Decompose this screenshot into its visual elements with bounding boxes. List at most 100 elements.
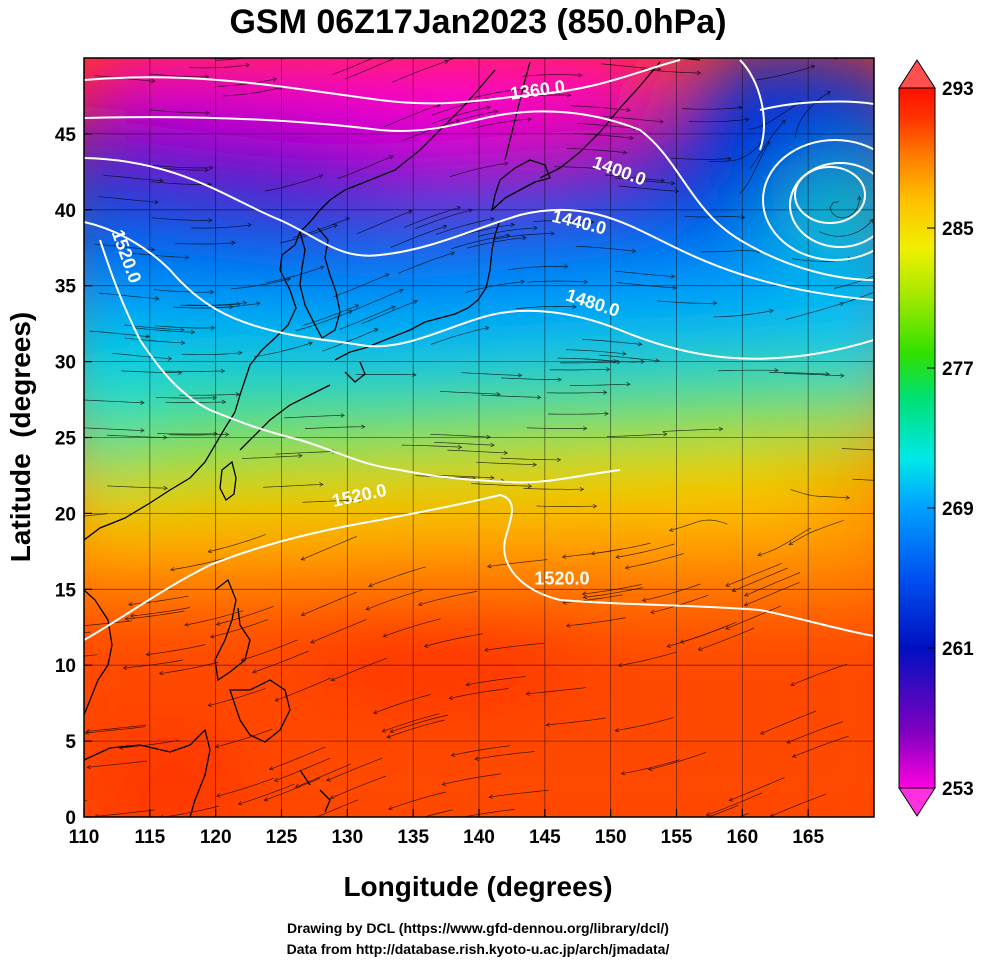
streamline: [449, 162, 508, 178]
streamline-arrowhead: [391, 305, 396, 310]
streamline: [99, 292, 159, 300]
streamline: [566, 617, 626, 627]
streamline-arrowhead: [572, 304, 577, 310]
streamline: [302, 499, 363, 503]
streamline: [829, 196, 860, 219]
colorbar-tick-label: 261: [942, 639, 974, 660]
streamline-arrowhead: [155, 296, 160, 301]
streamline-arrowhead: [537, 395, 542, 400]
streamline: [522, 74, 583, 77]
streamline: [451, 234, 510, 250]
streamline: [642, 583, 701, 601]
streamline: [253, 342, 313, 358]
streamline: [434, 474, 495, 479]
streamline: [508, 266, 568, 271]
streamline: [149, 109, 210, 114]
streamline-arrowhead: [245, 63, 251, 68]
streamline: [435, 218, 494, 235]
streamline: [161, 805, 219, 817]
streamline: [566, 148, 627, 154]
streamline-arrowhead: [216, 793, 221, 798]
streamline: [384, 104, 441, 128]
streamline-arrowhead: [490, 475, 495, 480]
streamline: [471, 483, 532, 487]
streamline: [355, 374, 416, 376]
streamline: [151, 217, 212, 221]
streamline: [606, 433, 667, 437]
streamline-arrowhead: [180, 340, 186, 346]
streamline: [295, 763, 351, 788]
streamline-arrowhead: [273, 777, 279, 782]
streamline-arrowhead: [158, 671, 164, 676]
streamline: [347, 289, 404, 314]
streamline-arrowhead: [151, 78, 156, 84]
streamline: [841, 448, 874, 451]
streamline: [440, 391, 501, 395]
streamline: [265, 266, 324, 284]
streamline-arrowhead: [365, 606, 371, 611]
streamline: [301, 304, 359, 327]
streamline-arrowhead: [631, 248, 637, 254]
streamline: [834, 58, 840, 60]
lat-tick-label: 15: [55, 580, 77, 601]
streamline-arrowhead: [386, 734, 392, 739]
streamline-arrowhead: [300, 611, 306, 617]
streamline: [442, 773, 502, 785]
streamline-arrowhead: [329, 794, 335, 800]
streamline-arrowhead: [252, 669, 257, 674]
streamline-arrowhead: [891, 283, 895, 287]
streamline: [157, 433, 218, 435]
streamline-arrowhead: [368, 582, 373, 588]
streamline: [368, 566, 426, 587]
streamline: [84, 620, 132, 627]
streamline-arrowhead: [564, 264, 569, 269]
streamline: [582, 338, 642, 345]
lat-tick-label: 25: [55, 429, 77, 450]
streamline-arrowhead: [326, 777, 331, 782]
streamline: [792, 735, 849, 758]
streamline-arrowhead: [300, 556, 306, 561]
streamline-arrowhead: [840, 373, 845, 378]
streamline-arrowhead: [697, 646, 703, 651]
streamline-arrowhead: [501, 45, 505, 49]
streamline: [397, 252, 455, 274]
streamline-arrowhead: [129, 613, 135, 618]
streamline-arrowhead: [567, 92, 572, 98]
streamline-arrowhead: [261, 835, 265, 839]
streamline: [275, 451, 336, 455]
streamline: [713, 310, 774, 318]
streamline: [570, 383, 631, 386]
figure-title: GSM 06Z17Jan2023 (850.0hPa): [229, 3, 726, 41]
streamline: [87, 760, 147, 768]
streamline-arrowhead: [589, 219, 595, 225]
streamline-arrowhead: [590, 551, 596, 556]
streamline: [264, 777, 321, 801]
streamline-arrowhead: [670, 180, 676, 186]
streamline-arrowhead: [556, 457, 562, 463]
streamline-arrowhead: [557, 377, 562, 382]
streamline: [361, 300, 418, 325]
streamline: [401, 444, 462, 448]
streamline-arrowhead: [28, 807, 32, 811]
streamline: [84, 427, 145, 431]
streamline: [170, 556, 230, 571]
streamline: [216, 58, 248, 61]
streamline-arrowhead: [582, 594, 588, 600]
streamline-arrowhead: [638, 342, 643, 347]
streamline: [582, 583, 642, 595]
streamline-arrowhead: [527, 483, 533, 489]
streamline: [656, 300, 717, 304]
geopotential-contours: [84, 59, 874, 641]
streamline-arrowhead: [263, 797, 269, 802]
streamline: [432, 106, 491, 124]
streamline-arrowhead: [622, 351, 627, 356]
streamline: [175, 242, 236, 245]
streamline: [128, 252, 189, 258]
streamline-arrowhead: [145, 652, 151, 657]
streamline: [310, 619, 367, 644]
streamline-arrowhead: [486, 563, 492, 569]
streamline-arrowhead: [303, 820, 307, 824]
streamline-arrowhead: [384, 273, 390, 278]
streamline: [570, 105, 631, 111]
